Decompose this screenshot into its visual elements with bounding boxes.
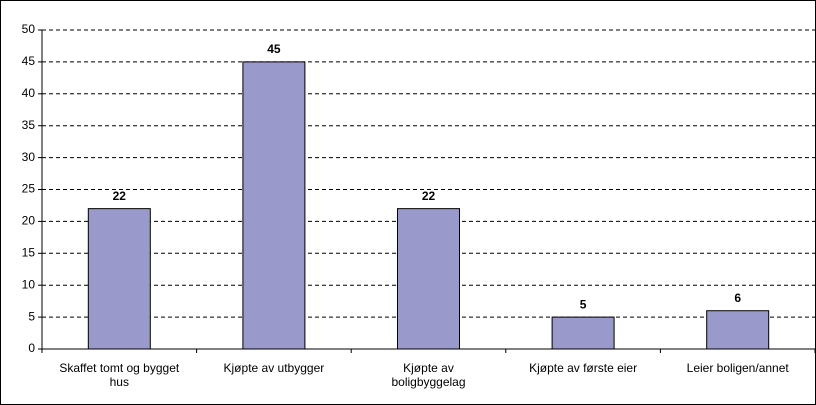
bar xyxy=(242,61,306,350)
x-tick-label: Kjøpte av utbygger xyxy=(223,361,325,375)
y-tick-label: 45 xyxy=(22,54,36,68)
data-label: 22 xyxy=(422,189,436,203)
x-tick-label: Leier boligen/annet xyxy=(686,361,789,375)
x-tick-label: Skaffet tomt og bygget hus xyxy=(59,361,180,389)
x-tick-label: Kjøpte av første eier xyxy=(529,361,638,375)
y-tick-label: 35 xyxy=(22,118,36,132)
x-tick-label: Kjøpte av boligbyggelag xyxy=(391,361,466,389)
data-label: 45 xyxy=(267,42,281,56)
y-tick-label: 10 xyxy=(22,277,36,291)
bar xyxy=(87,208,151,350)
bar xyxy=(706,310,770,350)
y-tick-label: 30 xyxy=(22,150,36,164)
y-tick-label: 0 xyxy=(28,341,35,355)
y-tick-label: 20 xyxy=(22,214,36,228)
y-tick-label: 40 xyxy=(22,86,36,100)
y-tick-label: 5 xyxy=(28,309,35,323)
data-label: 22 xyxy=(113,189,127,203)
y-tick-label: 15 xyxy=(22,245,36,259)
bar xyxy=(551,316,615,350)
data-label: 5 xyxy=(580,297,587,311)
y-tick-label: 25 xyxy=(22,182,36,196)
data-label: 6 xyxy=(734,291,741,305)
y-tick-label: 50 xyxy=(22,22,36,36)
bar xyxy=(397,208,460,350)
